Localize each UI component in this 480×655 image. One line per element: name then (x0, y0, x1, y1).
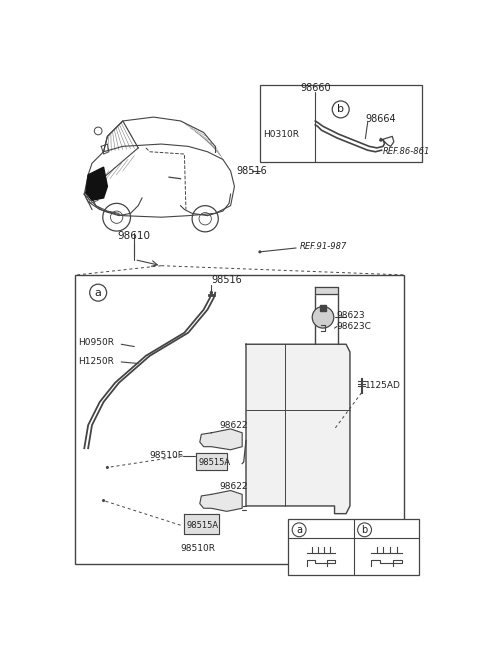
Text: REF.86-861: REF.86-861 (383, 147, 431, 157)
Bar (260, 84, 421, 162)
Text: b: b (361, 525, 368, 535)
Text: H0950R: H0950R (78, 338, 114, 347)
Text: 98662B: 98662B (309, 525, 344, 534)
Text: 1125AD: 1125AD (365, 381, 401, 390)
Polygon shape (196, 453, 227, 470)
Bar (288, 519, 419, 575)
Text: b: b (337, 104, 344, 115)
Text: H1250R: H1250R (78, 358, 114, 366)
Polygon shape (200, 491, 242, 512)
Text: 98661G: 98661G (374, 525, 410, 534)
Polygon shape (246, 345, 350, 514)
Polygon shape (315, 286, 338, 294)
Polygon shape (184, 514, 219, 534)
Text: 98622: 98622 (219, 482, 248, 491)
Text: 98510R: 98510R (181, 544, 216, 553)
Circle shape (210, 291, 213, 294)
Text: 98623C: 98623C (337, 322, 372, 331)
Text: 98610: 98610 (118, 231, 151, 242)
Text: a: a (296, 525, 302, 535)
Circle shape (379, 139, 382, 141)
Circle shape (258, 250, 262, 253)
Text: 98623: 98623 (337, 311, 365, 320)
Text: 98510F: 98510F (150, 451, 184, 460)
Text: 98516: 98516 (237, 166, 267, 176)
Polygon shape (200, 429, 242, 450)
Circle shape (210, 291, 213, 294)
Text: 98515A: 98515A (198, 458, 230, 466)
Circle shape (102, 499, 105, 502)
Text: 98660: 98660 (300, 83, 331, 93)
Text: 98515A: 98515A (187, 521, 219, 530)
Text: 98664: 98664 (365, 113, 396, 124)
Text: a: a (95, 288, 102, 297)
Text: H0310R: H0310R (263, 130, 299, 139)
Text: 98622: 98622 (219, 421, 248, 430)
Polygon shape (86, 167, 108, 200)
Circle shape (312, 307, 334, 328)
Text: REF.91-987: REF.91-987 (300, 242, 347, 251)
Circle shape (106, 466, 109, 469)
Bar (75, 275, 404, 564)
Text: 98516: 98516 (211, 275, 242, 286)
